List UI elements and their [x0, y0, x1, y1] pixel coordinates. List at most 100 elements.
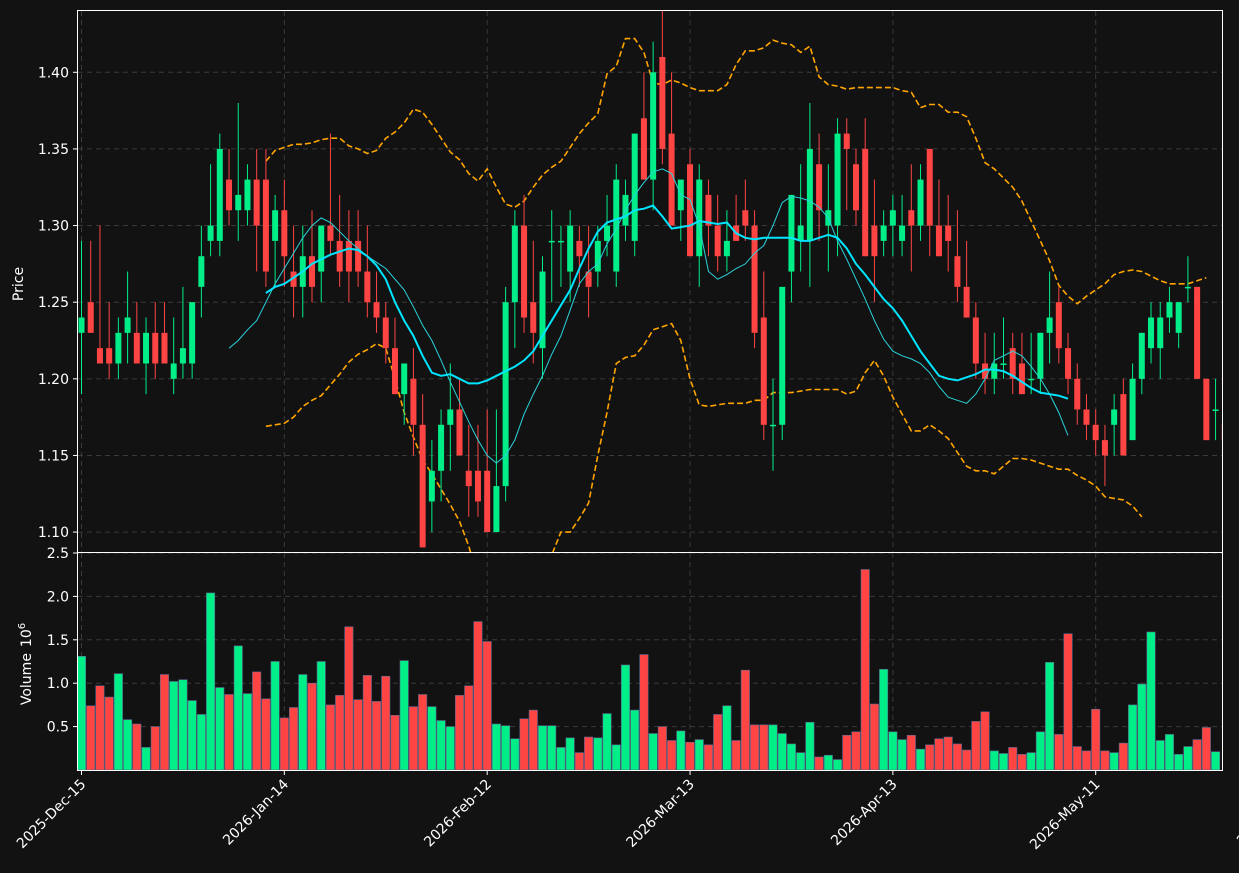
candle-body [493, 486, 500, 533]
candle [604, 194, 611, 257]
volume-bar [427, 706, 437, 771]
candle [133, 302, 140, 364]
volume-bar [1174, 754, 1184, 771]
volume-bar [519, 718, 529, 771]
candle [179, 286, 186, 379]
candle-body [78, 317, 85, 333]
volume-bar [943, 736, 953, 771]
candle-body [788, 194, 795, 272]
candle-body [419, 424, 426, 548]
candle [1074, 363, 1081, 425]
candle-body [963, 286, 970, 318]
volume-bar [298, 674, 308, 771]
volume-bar [740, 669, 750, 771]
candle-body [355, 240, 362, 272]
candle-body [1009, 348, 1016, 379]
volume-bar [1201, 727, 1211, 771]
candle-body [539, 271, 546, 349]
candle [493, 409, 500, 533]
volume-bar [565, 737, 575, 771]
candle-body [1018, 363, 1025, 395]
volume-bar [750, 724, 760, 771]
candle [954, 210, 961, 303]
price-tick-label: 1.20 [38, 372, 69, 388]
volume-bar [325, 704, 335, 771]
volume-bar [1192, 739, 1202, 771]
volume-bar [897, 739, 907, 771]
candle-body [1074, 378, 1081, 410]
candle-body [428, 470, 435, 502]
candle-body [871, 225, 878, 257]
candle [843, 118, 850, 211]
volume-bar [436, 720, 446, 771]
volume-bar [703, 744, 713, 771]
volume-tick-label: 0.5 [47, 720, 69, 736]
volume-bar [971, 721, 981, 771]
candle-body [705, 194, 712, 226]
candle [576, 225, 583, 287]
volume-bar [464, 685, 474, 771]
volume-bar [685, 741, 695, 771]
candle [852, 148, 859, 226]
candle [401, 363, 408, 425]
volume-bar [537, 725, 547, 771]
candle [982, 332, 989, 395]
candle-body [1194, 286, 1201, 379]
volume-tick-label: 2.5 [47, 546, 69, 562]
volume-panel-frame [77, 552, 1223, 771]
candle-body [253, 179, 260, 226]
volume-bar [833, 759, 843, 771]
candle-body [1166, 302, 1173, 318]
candle [1083, 394, 1090, 441]
volume-bar [132, 723, 142, 771]
volume-bar [1035, 731, 1045, 771]
candle [788, 194, 795, 303]
volume-bar [620, 664, 630, 771]
volume-bar [630, 709, 640, 771]
volume-bar [639, 654, 649, 771]
candle [705, 179, 712, 257]
volume-bar [159, 674, 169, 771]
volume-axis-title: Volume [19, 653, 35, 705]
volume-bar [759, 724, 769, 771]
candle-body [843, 133, 850, 149]
volume-bar [1183, 746, 1193, 771]
candle [1175, 302, 1182, 349]
volume-bar [1017, 754, 1027, 771]
candle [1221, 424, 1222, 441]
candle-body [272, 210, 279, 241]
candle [115, 317, 122, 379]
candle-body [106, 348, 113, 364]
candle-body [1065, 348, 1072, 379]
candle [1157, 302, 1164, 379]
candle-body [1221, 424, 1222, 441]
candle [189, 302, 196, 379]
volume-bar [501, 725, 511, 771]
candle-body [668, 133, 675, 226]
candle-body [834, 133, 841, 226]
volume-bar [768, 724, 778, 771]
volume-bar [491, 723, 501, 771]
price-axis-label: Price [11, 267, 27, 301]
volume-bar [104, 696, 114, 771]
volume-bar [372, 701, 382, 771]
candle [650, 41, 657, 211]
candle-body [447, 409, 454, 425]
candle-body [143, 332, 150, 364]
candle [96, 225, 103, 364]
volume-bar [528, 709, 538, 771]
candle [1111, 394, 1118, 456]
candle-body [382, 317, 389, 349]
candle-body [373, 302, 380, 318]
price-axis-ticks: 1.10 1.15 1.20 1.25 1.30 1.35 1.40 [38, 65, 78, 541]
volume-bar [233, 645, 243, 771]
candle-body [751, 225, 758, 333]
candle [1037, 332, 1044, 395]
volume-bar [196, 714, 206, 771]
candle-body [189, 302, 196, 364]
volume-axis-exponent-base: 10 [19, 629, 35, 647]
candle-body [631, 133, 638, 241]
candle-body [1184, 286, 1191, 289]
volume-bar [667, 740, 677, 771]
volume-bar [261, 698, 271, 771]
